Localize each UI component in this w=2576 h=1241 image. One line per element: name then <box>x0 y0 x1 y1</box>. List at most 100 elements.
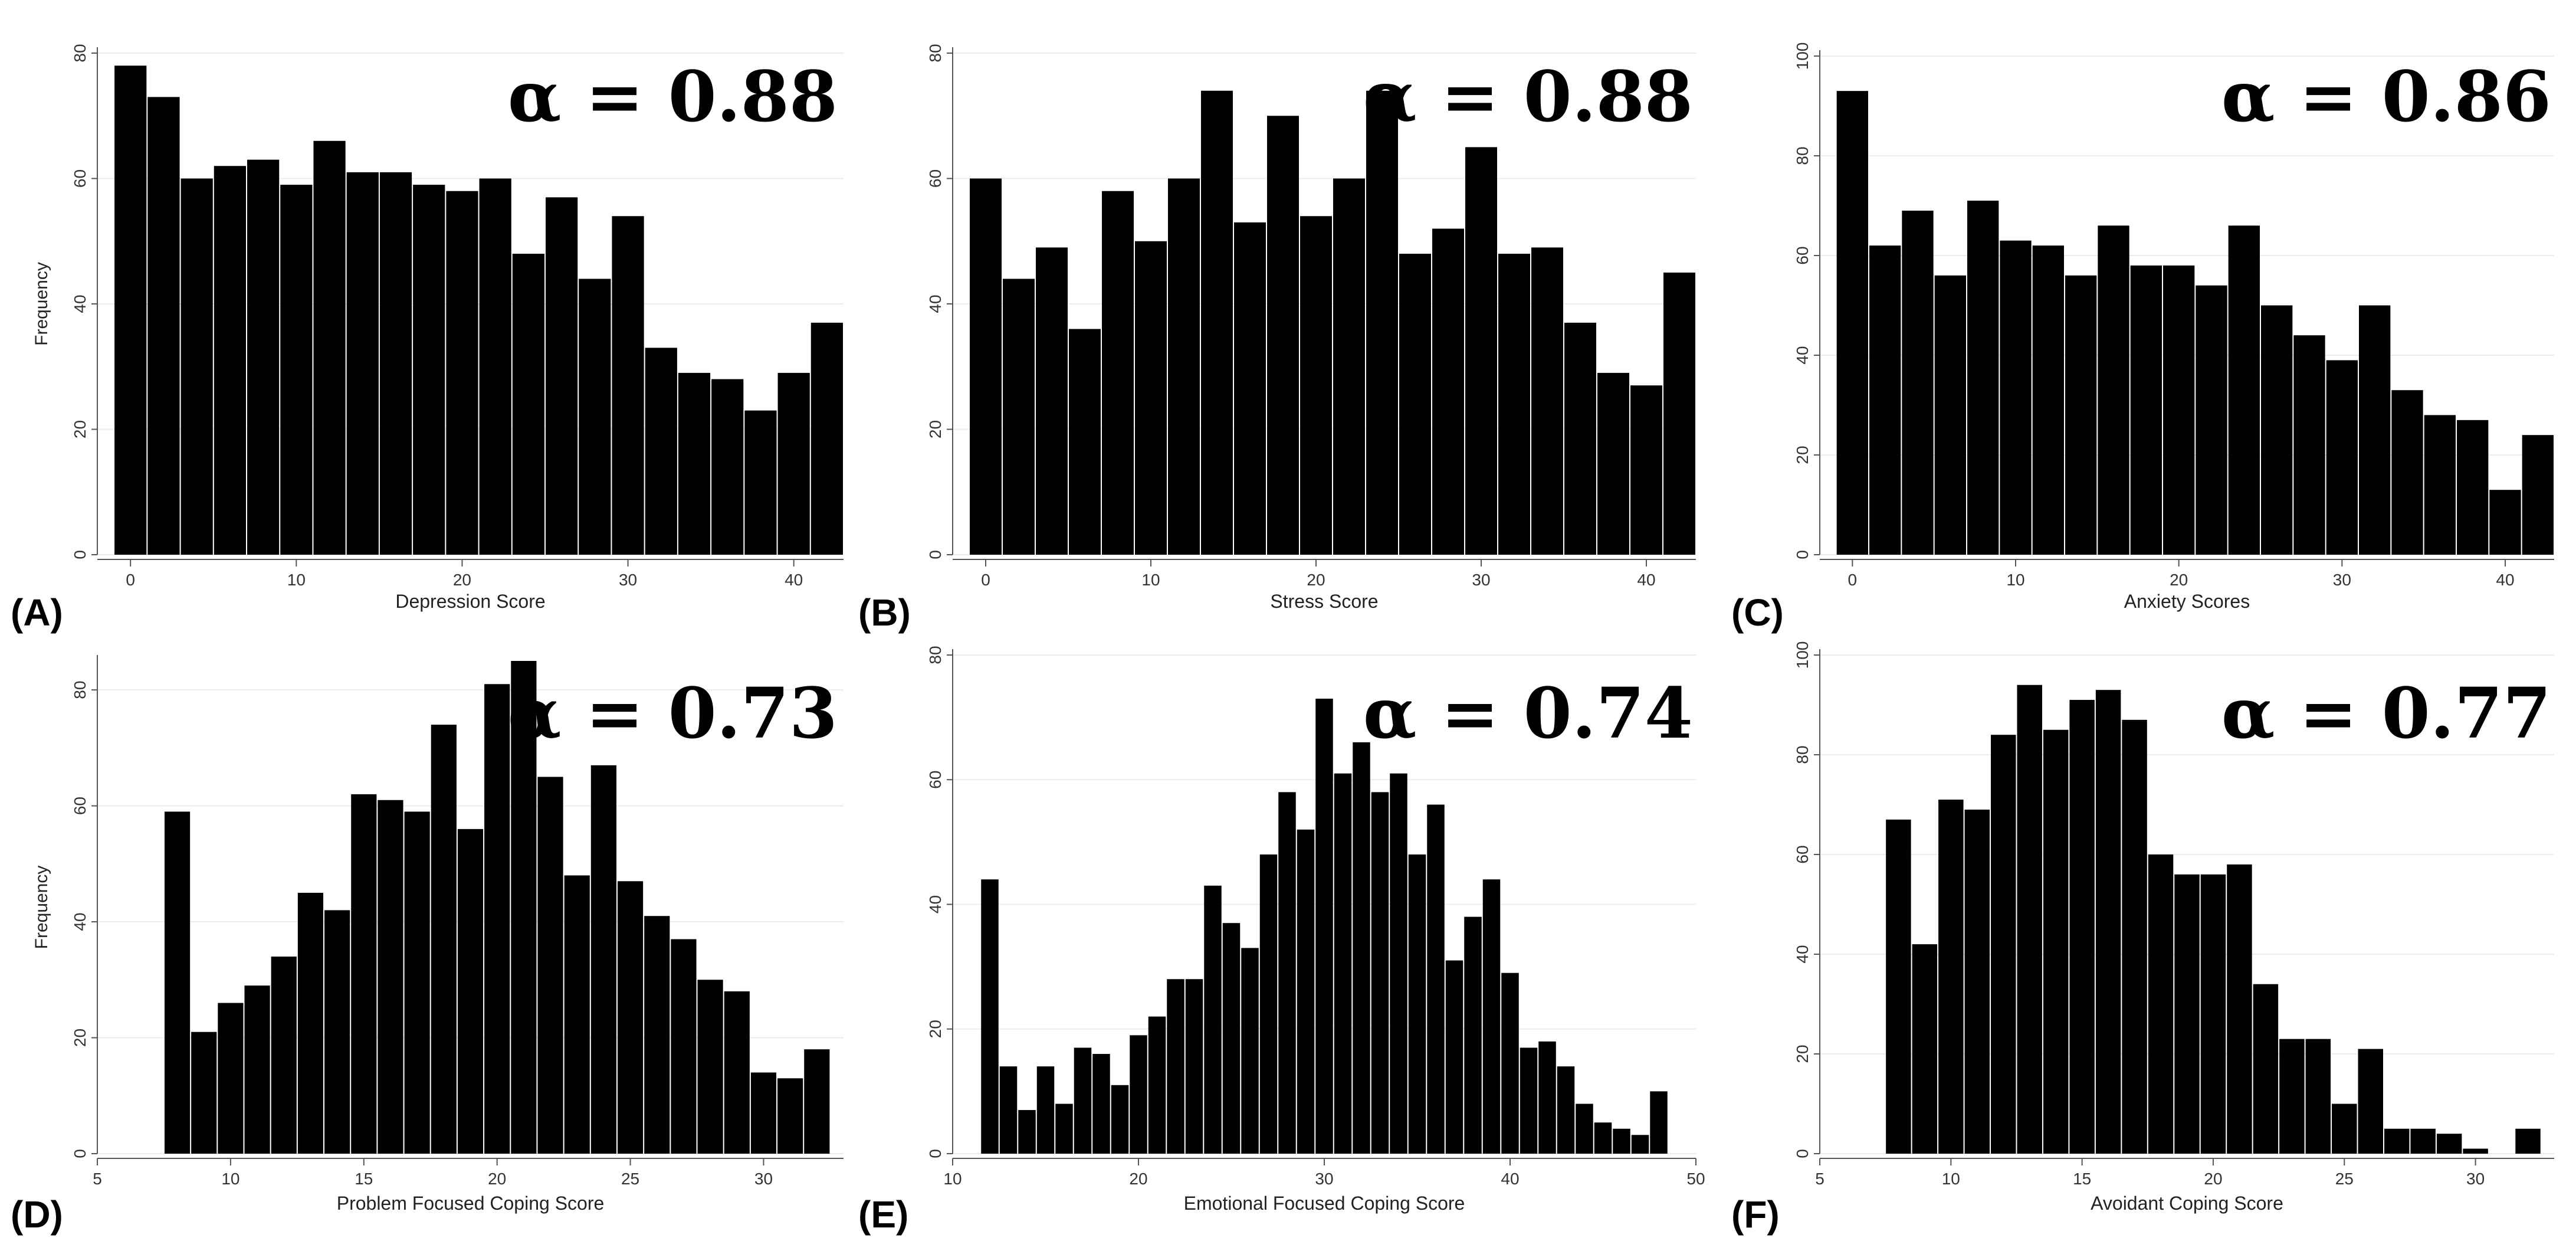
bar <box>1501 973 1519 1154</box>
bar <box>697 980 723 1154</box>
bar <box>147 97 180 555</box>
y-tick-label: 80 <box>71 681 89 699</box>
bar <box>1130 1035 1147 1154</box>
bar <box>981 879 999 1154</box>
bar <box>2163 265 2195 555</box>
y-tick-label: 20 <box>1793 446 1812 464</box>
bar <box>2522 435 2554 555</box>
y-tick-label: 40 <box>71 294 89 313</box>
bar <box>484 684 510 1154</box>
bar <box>2196 285 2227 555</box>
bar <box>1482 879 1501 1154</box>
bar <box>2326 360 2358 555</box>
x-axis-title: Problem Focused Coping Score <box>337 1193 605 1214</box>
panel-b: 0 20 40 60 80 0 10 20 30 40 Stress Score α = 0.88 (B… <box>858 44 1696 634</box>
bar <box>1092 1054 1110 1154</box>
x-tick-label: 10 <box>943 1170 962 1188</box>
bar <box>1663 272 1695 555</box>
y-tick-label: 40 <box>1793 945 1812 963</box>
bar <box>1912 944 1938 1154</box>
bar <box>1074 1047 1092 1154</box>
y-tick-label: 60 <box>1793 246 1812 264</box>
bar <box>1498 254 1530 555</box>
bar <box>1613 1128 1630 1154</box>
bar <box>2410 1128 2436 1154</box>
bar <box>678 372 711 555</box>
y-tick-label: 20 <box>71 420 89 438</box>
bar <box>379 172 412 555</box>
bar <box>2463 1148 2488 1154</box>
bar <box>1557 1066 1575 1154</box>
bar <box>2228 225 2260 555</box>
x-tick-label: 20 <box>1129 1170 1147 1188</box>
x-axis-title: Stress Score <box>1270 591 1378 612</box>
bar <box>2174 874 2200 1154</box>
bar <box>1168 178 1200 555</box>
bar <box>1630 385 1662 555</box>
bar <box>2043 729 2069 1154</box>
bar <box>1366 90 1398 555</box>
bar <box>999 1066 1018 1154</box>
bar <box>346 172 379 555</box>
bar <box>804 1049 830 1154</box>
bar <box>191 1032 217 1154</box>
bar <box>1267 116 1299 555</box>
y-tick-label: 0 <box>71 1149 89 1158</box>
bar <box>1432 228 1464 555</box>
bar <box>2489 490 2521 555</box>
y-tick-label: 100 <box>1793 641 1812 669</box>
x-tick-label: 30 <box>2466 1170 2485 1188</box>
y-tick-label: 80 <box>1793 146 1812 165</box>
bar <box>1967 201 1999 555</box>
x-tick-label: 10 <box>2006 571 2024 589</box>
y-tick-label: 60 <box>926 771 944 789</box>
bar <box>1036 1066 1055 1154</box>
x-tick-label: 0 <box>126 571 135 589</box>
bar <box>612 216 644 555</box>
bar <box>2436 1134 2462 1154</box>
bar <box>1938 800 1964 1154</box>
bar <box>1297 829 1315 1154</box>
x-axis-title: Avoidant Coping Score <box>2091 1193 2283 1214</box>
x-tick-label: 15 <box>355 1170 373 1188</box>
y-tick-label: 0 <box>71 550 89 559</box>
bar <box>1465 147 1497 555</box>
panel-label: (A) <box>11 591 63 634</box>
bar <box>1520 1047 1538 1154</box>
y-tick-label: 20 <box>71 1029 89 1047</box>
y-axis-title: Frequency <box>32 262 51 346</box>
panel-c: 0 20 40 60 80 100 0 10 20 30 40 Anxiety Scores α = 0… <box>1731 42 2554 634</box>
bar <box>777 1078 803 1154</box>
bar <box>2069 700 2095 1154</box>
bar <box>1334 773 1352 1154</box>
bar <box>750 1072 777 1154</box>
panel-a: 0 20 40 60 80 0 10 20 30 40 Depression Score Freque… <box>11 44 844 634</box>
bar <box>1241 948 1259 1154</box>
y-tick-label: 0 <box>1793 1149 1812 1158</box>
bar <box>1135 241 1167 555</box>
bar <box>2332 1104 2357 1154</box>
bar <box>1069 329 1101 555</box>
bar <box>590 765 616 1154</box>
bar <box>404 811 430 1154</box>
bar <box>1869 245 1901 555</box>
bar <box>1234 222 1266 555</box>
bar <box>2227 864 2252 1154</box>
bar <box>2293 335 2325 555</box>
y-axis-title: Frequency <box>32 866 51 949</box>
bar <box>1934 275 1966 555</box>
bar <box>777 372 810 555</box>
panel-d: 0 20 40 60 80 5 10 15 20 25 30 Problem Focused Copi… <box>11 655 844 1236</box>
bar <box>511 661 537 1154</box>
x-tick-label: 50 <box>1686 1170 1705 1188</box>
x-tick-label: 40 <box>1637 571 1655 589</box>
alpha-annotation: α = 0.88 <box>1363 55 1693 137</box>
bar <box>2130 265 2162 555</box>
bar <box>1315 698 1333 1154</box>
bar <box>2095 690 2121 1154</box>
y-tick-label: 60 <box>926 169 944 188</box>
bar <box>280 185 313 555</box>
bar <box>271 957 297 1154</box>
bar <box>724 991 750 1154</box>
y-tick-label: 0 <box>1793 550 1812 559</box>
